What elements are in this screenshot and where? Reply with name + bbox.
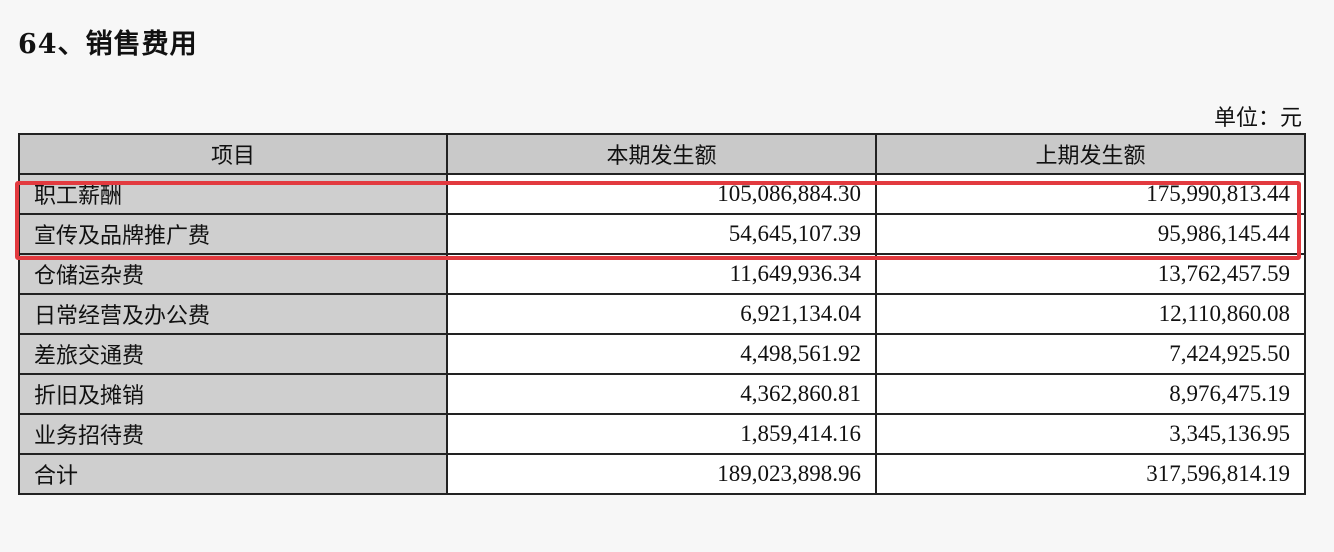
previous-value: 7,424,925.50 bbox=[875, 333, 1306, 375]
current-value: 6,921,134.04 bbox=[446, 293, 877, 335]
total-current-value: 189,023,898.96 bbox=[446, 453, 877, 495]
previous-value: 175,990,813.44 bbox=[875, 173, 1306, 215]
table-row: 宣传及品牌推广费 54,645,107.39 95,986,145.44 bbox=[18, 213, 1306, 255]
previous-value: 13,762,457.59 bbox=[875, 253, 1306, 295]
previous-value: 8,976,475.19 bbox=[875, 373, 1306, 415]
previous-value: 95,986,145.44 bbox=[875, 213, 1306, 255]
table-header-row: 项目 本期发生额 上期发生额 bbox=[18, 133, 1306, 175]
current-value: 54,645,107.39 bbox=[446, 213, 877, 255]
page-title: 64、销售费用 bbox=[18, 29, 198, 60]
row-label: 职工薪酬 bbox=[18, 173, 448, 215]
current-value: 4,498,561.92 bbox=[446, 333, 877, 375]
header-item: 项目 bbox=[18, 133, 448, 175]
current-value: 105,086,884.30 bbox=[446, 173, 877, 215]
table-row: 职工薪酬 105,086,884.30 175,990,813.44 bbox=[18, 173, 1306, 215]
row-label: 日常经营及办公费 bbox=[18, 293, 448, 335]
row-label: 宣传及品牌推广费 bbox=[18, 213, 448, 255]
header-current-period: 本期发生额 bbox=[446, 133, 877, 175]
unit-note: 单位：元 bbox=[1213, 106, 1302, 131]
previous-value: 12,110,860.08 bbox=[875, 293, 1306, 335]
row-label: 业务招待费 bbox=[18, 413, 448, 455]
table-row: 折旧及摊销 4,362,860.81 8,976,475.19 bbox=[18, 373, 1306, 415]
row-label: 仓储运杂费 bbox=[18, 253, 448, 295]
table-row: 仓储运杂费 11,649,936.34 13,762,457.59 bbox=[18, 253, 1306, 295]
current-value: 4,362,860.81 bbox=[446, 373, 877, 415]
total-previous-value: 317,596,814.19 bbox=[875, 453, 1306, 495]
header-previous-period: 上期发生额 bbox=[875, 133, 1306, 175]
row-label: 差旅交通费 bbox=[18, 333, 448, 375]
sales-expense-table: 项目 本期发生额 上期发生额 职工薪酬 105,086,884.30 175,9… bbox=[18, 133, 1306, 495]
current-value: 1,859,414.16 bbox=[446, 413, 877, 455]
table-row: 差旅交通费 4,498,561.92 7,424,925.50 bbox=[18, 333, 1306, 375]
current-value: 11,649,936.34 bbox=[446, 253, 877, 295]
previous-value: 3,345,136.95 bbox=[875, 413, 1306, 455]
table-row: 业务招待费 1,859,414.16 3,345,136.95 bbox=[18, 413, 1306, 455]
table-total-row: 合计 189,023,898.96 317,596,814.19 bbox=[18, 453, 1306, 495]
table-row: 日常经营及办公费 6,921,134.04 12,110,860.08 bbox=[18, 293, 1306, 335]
row-label: 折旧及摊销 bbox=[18, 373, 448, 415]
total-label: 合计 bbox=[18, 453, 448, 495]
